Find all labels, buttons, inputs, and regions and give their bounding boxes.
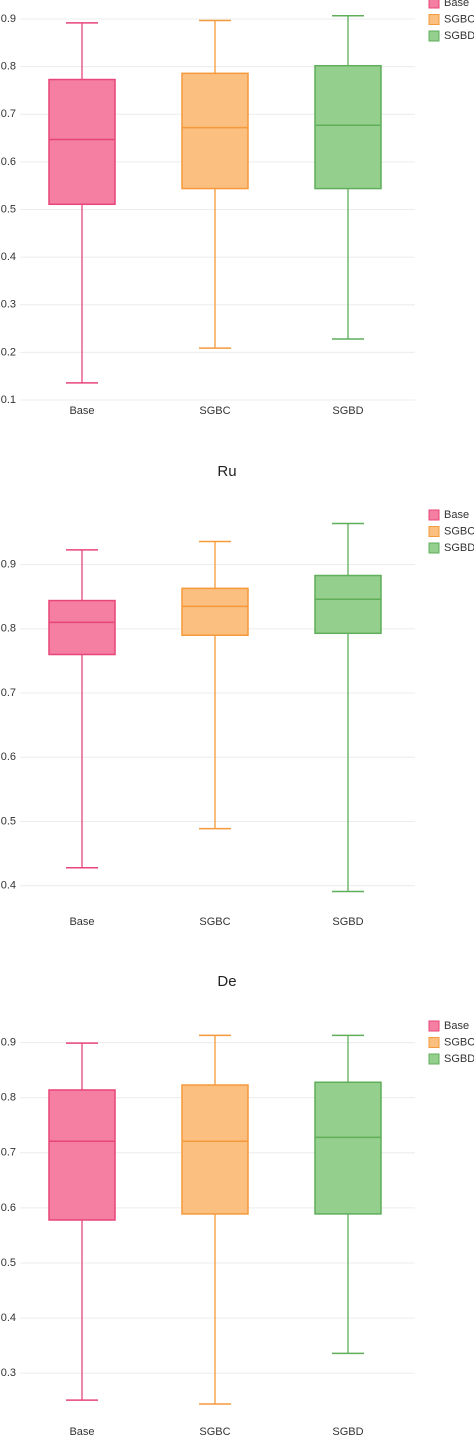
x-tick-label: Base	[69, 1426, 94, 1436]
legend-label: SGBC	[444, 525, 474, 537]
y-tick-label: 0.9	[1, 1036, 16, 1048]
x-tick-label: SGBC	[199, 1426, 230, 1436]
legend-swatch	[428, 1053, 440, 1065]
y-tick-label: 0.1	[1, 394, 16, 406]
legend-swatch	[428, 30, 440, 42]
legend-label: SGBD	[444, 1053, 474, 1065]
legend-label: SGBD	[444, 542, 474, 554]
y-tick-label: 0.4	[1, 1312, 16, 1324]
x-tick-label: SGBC	[199, 405, 230, 417]
box	[181, 72, 249, 190]
box	[314, 64, 382, 190]
box	[181, 1084, 249, 1215]
legend-label: Base	[444, 509, 469, 521]
y-tick-label: 0.5	[1, 815, 16, 827]
box	[48, 599, 116, 656]
box	[181, 587, 249, 636]
chart-title: Ru	[217, 463, 236, 480]
y-tick-label: 0.7	[1, 108, 16, 120]
legend-swatch	[428, 526, 440, 537]
y-tick-label: 0.6	[1, 751, 16, 763]
x-tick-label: SGBD	[332, 1426, 363, 1436]
y-tick-label: 0.2	[1, 346, 16, 358]
y-tick-label: 0.8	[1, 623, 16, 635]
y-tick-label: 0.3	[1, 1367, 16, 1379]
box	[48, 78, 116, 206]
box	[314, 574, 382, 635]
x-tick-label: SGBD	[332, 405, 363, 417]
y-tick-label: 0.5	[1, 203, 16, 215]
legend-label: Base	[444, 1020, 469, 1032]
x-tick-label: SGBD	[332, 916, 363, 928]
legend-label: SGBC	[444, 13, 474, 25]
y-tick-label: 0.4	[1, 880, 16, 892]
legend-label: Base	[444, 0, 469, 9]
y-tick-label: 0.6	[1, 156, 16, 168]
x-tick-label: Base	[69, 405, 94, 417]
chart-title: De	[217, 973, 236, 990]
y-tick-label: 0.8	[1, 61, 16, 73]
legend-swatch	[428, 1020, 440, 1032]
legend-swatch	[428, 1037, 440, 1048]
y-tick-label: 0.8	[1, 1092, 16, 1104]
x-tick-label: SGBC	[199, 916, 230, 928]
y-tick-label: 0.7	[1, 687, 16, 699]
legend-label: SGBC	[444, 1036, 474, 1048]
y-tick-label: 0.7	[1, 1147, 16, 1159]
legend-label: SGBD	[444, 30, 474, 42]
x-tick-label: Base	[69, 916, 94, 928]
y-tick-label: 0.9	[1, 13, 16, 25]
y-tick-label: 0.5	[1, 1257, 16, 1269]
y-tick-label: 0.9	[1, 558, 16, 570]
y-tick-label: 0.6	[1, 1202, 16, 1214]
legend-swatch	[428, 509, 440, 521]
box	[314, 1081, 382, 1215]
legend-swatch	[428, 14, 440, 25]
y-tick-label: 0.4	[1, 251, 16, 263]
legend-swatch	[428, 542, 440, 554]
box	[48, 1089, 116, 1221]
y-tick-label: 0.3	[1, 299, 16, 311]
legend-swatch	[428, 0, 440, 9]
